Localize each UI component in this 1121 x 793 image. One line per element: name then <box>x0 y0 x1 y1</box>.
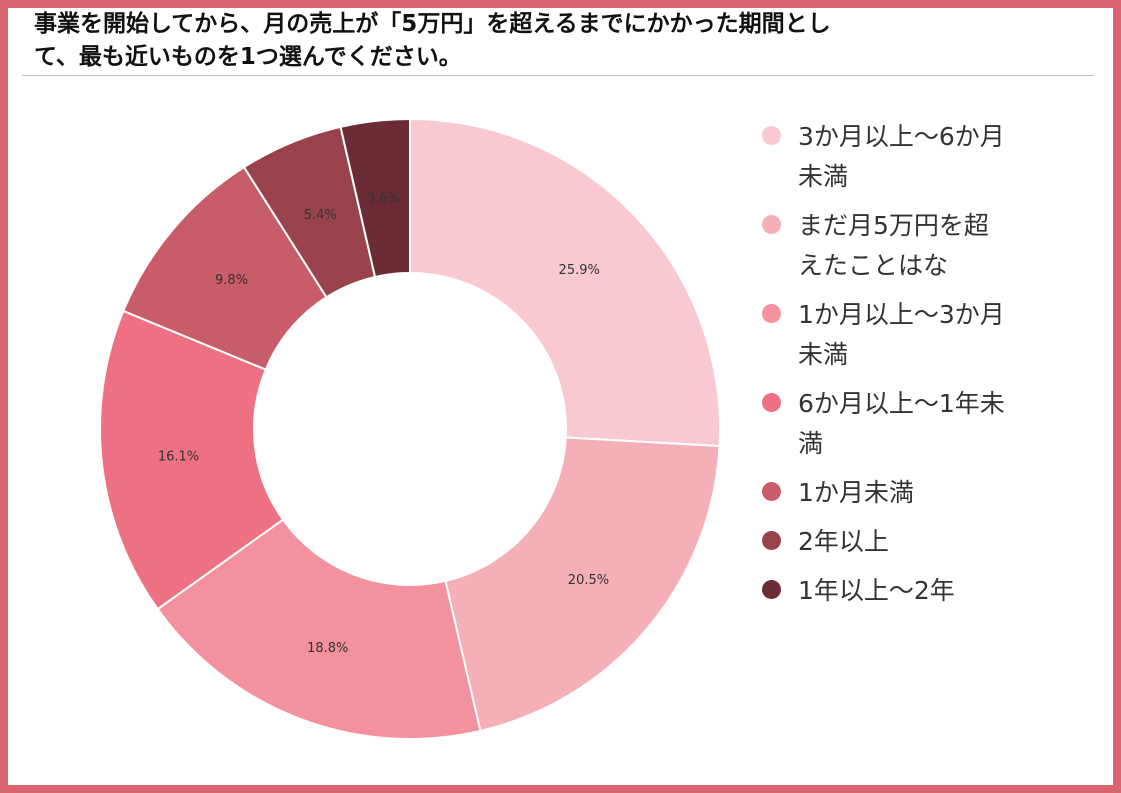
legend-item: 6か月以上～1年未満 <box>760 384 1090 464</box>
legend-label: 6か月以上～1年未満 <box>798 389 1005 458</box>
legend-item: 3か月以上～6か月未満 <box>760 117 1090 197</box>
data-label: 5.4% <box>304 208 337 223</box>
legend-item: 1か月以上～3か月未満 <box>760 295 1090 375</box>
data-label: 18.8% <box>307 641 348 656</box>
legend-swatch <box>762 482 781 501</box>
legend-label: まだ月5万円を超えたことはな <box>798 211 989 280</box>
donut-segment <box>409 117 721 448</box>
legend-label: 1年以上～2年 <box>798 576 955 605</box>
title-divider <box>22 75 1094 76</box>
chart-legend: 3か月以上～6か月未満 まだ月5万円を超えたことはな 1か月以上～3か月未満 6か月以… <box>760 117 1090 620</box>
legend-item: 1か月未満 <box>760 473 1090 513</box>
legend-label: 1か月以上～3か月未満 <box>798 300 1005 369</box>
legend-item: 1年以上～2年 <box>760 571 1090 611</box>
title-line-2: て、最も近いものを1つ選んでください。 <box>34 44 462 70</box>
legend-label: 2年以上 <box>798 527 889 556</box>
donut-segment <box>339 117 411 279</box>
legend-swatch <box>762 126 781 145</box>
legend-swatch <box>762 580 781 599</box>
title-line-1: 事業を開始してから、月の売上が「5万円」を超えるまでにかかった期間とし <box>34 11 831 37</box>
legend-item: まだ月5万円を超えたことはな <box>760 206 1090 286</box>
data-label: 3.6% <box>367 191 400 206</box>
data-label: 20.5% <box>568 573 609 588</box>
legend-label: 1か月未満 <box>798 478 914 507</box>
legend-swatch <box>762 304 781 323</box>
legend-swatch <box>762 531 781 550</box>
data-label: 9.8% <box>215 273 248 288</box>
legend-swatch <box>762 393 781 412</box>
donut-segment <box>444 436 721 733</box>
legend-swatch <box>762 215 781 234</box>
legend-item: 2年以上 <box>760 522 1090 562</box>
data-label: 16.1% <box>158 450 199 465</box>
legend-label: 3か月以上～6か月未満 <box>798 122 1005 191</box>
chart-title: 事業を開始してから、月の売上が「5万円」を超えるまでにかかった期間とし て、最も… <box>34 8 1094 74</box>
donut-segment <box>99 309 285 611</box>
data-label: 25.9% <box>559 263 600 278</box>
donut-segment <box>156 518 482 740</box>
